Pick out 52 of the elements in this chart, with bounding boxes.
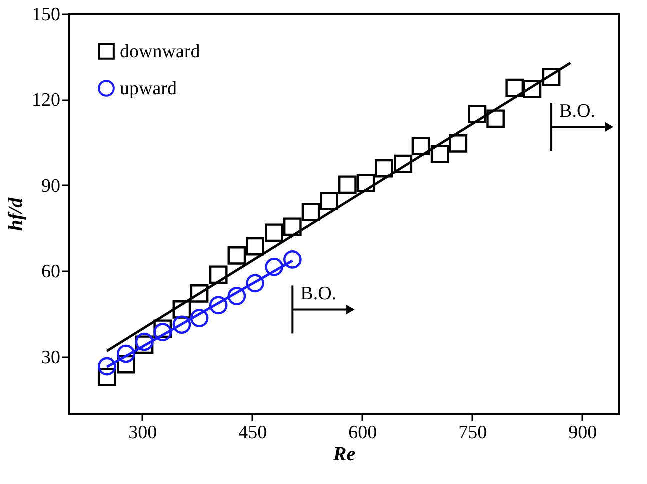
point bbox=[506, 78, 524, 98]
x-tick-label: 300 bbox=[128, 422, 158, 444]
x-axis-title: Re bbox=[332, 444, 356, 466]
legend-label: upward bbox=[120, 78, 178, 100]
y-tick-label: 90 bbox=[42, 176, 60, 197]
point bbox=[449, 134, 468, 153]
point bbox=[117, 344, 136, 364]
point bbox=[338, 176, 357, 194]
point bbox=[394, 154, 413, 174]
point bbox=[98, 357, 116, 376]
point bbox=[135, 336, 154, 354]
point bbox=[356, 174, 376, 192]
point bbox=[172, 316, 192, 334]
point bbox=[523, 80, 542, 98]
point bbox=[190, 309, 209, 328]
point bbox=[320, 192, 338, 210]
x-tick-label: 450 bbox=[238, 422, 268, 444]
point bbox=[190, 284, 209, 303]
x-tick-label: 750 bbox=[458, 422, 488, 444]
point bbox=[228, 246, 246, 265]
point bbox=[284, 250, 302, 269]
point bbox=[117, 355, 136, 374]
point bbox=[246, 237, 264, 256]
point bbox=[98, 368, 116, 386]
y-tick-label: 60 bbox=[42, 262, 60, 283]
legend-label: downward bbox=[120, 42, 201, 62]
point bbox=[468, 105, 487, 124]
point bbox=[209, 296, 228, 315]
point bbox=[246, 274, 264, 293]
point bbox=[302, 203, 320, 222]
y-tick-label: 30 bbox=[42, 347, 60, 368]
x-tick-label: 900 bbox=[568, 422, 598, 444]
point bbox=[228, 287, 246, 306]
point bbox=[430, 145, 450, 164]
point bbox=[172, 300, 192, 319]
point bbox=[284, 218, 302, 236]
point bbox=[154, 320, 172, 338]
point bbox=[375, 159, 394, 178]
x-tick-label: 600 bbox=[348, 422, 378, 444]
y-tick-label: 120 bbox=[32, 90, 60, 112]
annotation: B.O. bbox=[560, 101, 596, 122]
point bbox=[412, 137, 430, 156]
y-tick-label: 150 bbox=[32, 4, 60, 26]
point bbox=[542, 68, 561, 86]
point bbox=[486, 110, 505, 128]
point bbox=[135, 332, 154, 352]
point bbox=[209, 266, 228, 284]
point bbox=[154, 323, 172, 342]
y-axis-title: hf/d bbox=[5, 196, 27, 232]
annotation: B.O. bbox=[300, 284, 337, 305]
point bbox=[265, 258, 284, 276]
point bbox=[265, 224, 284, 242]
